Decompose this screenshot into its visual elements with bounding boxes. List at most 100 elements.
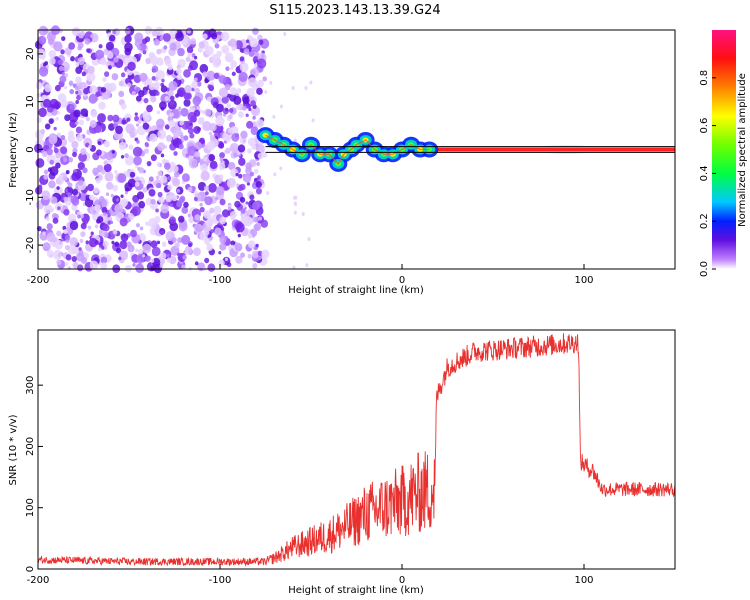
- noise-blob: [136, 223, 140, 228]
- noise-blob: [143, 97, 149, 104]
- noise-blob: [159, 101, 167, 110]
- noise-blob: [72, 188, 79, 196]
- noise-blob: [134, 112, 138, 116]
- noise-blob: [88, 93, 98, 104]
- noise-blob: [89, 260, 99, 270]
- noise-blob: [146, 161, 152, 167]
- colorbar-tick-label: 0.2: [699, 213, 710, 229]
- noise-blob: [131, 90, 136, 96]
- noise-blob: [144, 142, 150, 148]
- noise-blob: [159, 264, 163, 268]
- noise-blob: [181, 264, 186, 270]
- noise-blob: [42, 98, 51, 108]
- noise-blob: [227, 162, 236, 171]
- noise-blob: [173, 171, 180, 178]
- spectrogram-y-tick-label: 10: [25, 95, 36, 108]
- noise-blob: [118, 90, 125, 98]
- noise-blob: [220, 31, 230, 42]
- noise-blob: [181, 234, 191, 245]
- noise-blob: [230, 66, 234, 71]
- noise-blob: [262, 152, 268, 158]
- noise-blob: [235, 172, 239, 177]
- noise-blob: [124, 153, 129, 159]
- noise-blob: [40, 128, 46, 135]
- noise-blob: [175, 31, 184, 42]
- noise-blob: [155, 90, 160, 96]
- noise-blob: [61, 36, 66, 42]
- noise-blob: [102, 240, 109, 248]
- noise-blob: [168, 255, 177, 265]
- noise-blob: [176, 74, 182, 81]
- noise-blob: [250, 106, 261, 117]
- noise-blob: [188, 158, 198, 169]
- noise-blob: [226, 177, 237, 189]
- noise-blob: [90, 231, 94, 236]
- noise-blob: [121, 103, 127, 110]
- noise-blob: [107, 114, 114, 122]
- noise-blob: [209, 160, 218, 170]
- noise-blob: [272, 114, 276, 119]
- snr-x-axis-label: Height of straight line (km): [288, 585, 424, 596]
- noise-blob: [253, 168, 259, 174]
- noise-blob: [239, 62, 249, 73]
- noise-blob: [252, 201, 261, 211]
- noise-blob: [56, 176, 65, 185]
- noise-blob: [72, 261, 79, 269]
- noise-blob: [64, 244, 70, 251]
- noise-blob: [203, 185, 209, 192]
- noise-blob: [240, 208, 246, 214]
- noise-blob: [245, 113, 249, 118]
- noise-blob: [99, 195, 105, 202]
- noise-blob: [65, 169, 70, 175]
- trace-band-core: [429, 148, 675, 151]
- noise-blob: [120, 154, 125, 159]
- noise-blob: [56, 186, 60, 190]
- chart-title: S115.2023.143.13.39.G24: [269, 3, 440, 18]
- noise-blob: [293, 201, 297, 206]
- noise-blob: [143, 148, 149, 154]
- noise-blob: [68, 42, 76, 50]
- noise-blob: [178, 143, 184, 150]
- noise-blob: [89, 85, 98, 95]
- noise-blob: [173, 151, 178, 156]
- noise-blob: [169, 42, 177, 51]
- noise-blob: [67, 181, 71, 185]
- noise-blob: [203, 210, 212, 219]
- noise-blob: [138, 248, 144, 255]
- noise-blob: [118, 256, 122, 261]
- noise-blob: [252, 27, 259, 35]
- noise-blob: [194, 214, 201, 221]
- noise-blob: [60, 135, 66, 140]
- noise-blob: [96, 216, 104, 224]
- noise-blob: [201, 110, 206, 115]
- noise-blob: [206, 70, 216, 81]
- noise-blob: [255, 187, 262, 195]
- noise-blob: [216, 229, 220, 233]
- noise-blob: [245, 201, 249, 205]
- noise-blob: [229, 93, 237, 102]
- noise-blob: [237, 106, 241, 111]
- noise-blob: [55, 116, 59, 121]
- noise-blob: [145, 57, 152, 65]
- noise-blob: [204, 196, 213, 206]
- noise-blob: [168, 80, 178, 91]
- noise-blob: [119, 240, 128, 250]
- noise-blob: [83, 87, 90, 95]
- snr-x-tick-label: 0: [399, 575, 405, 586]
- noise-blob: [264, 89, 268, 94]
- noise-blob: [301, 212, 305, 217]
- noise-blob: [203, 156, 208, 162]
- noise-blob: [46, 223, 53, 230]
- noise-blob: [155, 208, 159, 213]
- noise-blob: [46, 249, 54, 258]
- noise-blob: [228, 38, 237, 48]
- noise-blob: [120, 233, 129, 242]
- noise-blob: [273, 172, 277, 177]
- noise-blob: [120, 138, 124, 142]
- colorbar-tick-label: 0.8: [699, 70, 710, 86]
- noise-blob: [239, 196, 246, 203]
- noise-blob: [75, 66, 83, 74]
- noise-blob: [176, 68, 182, 75]
- noise-blob: [174, 242, 180, 248]
- spectrogram-x-axis-label: Height of straight line (km): [288, 285, 424, 296]
